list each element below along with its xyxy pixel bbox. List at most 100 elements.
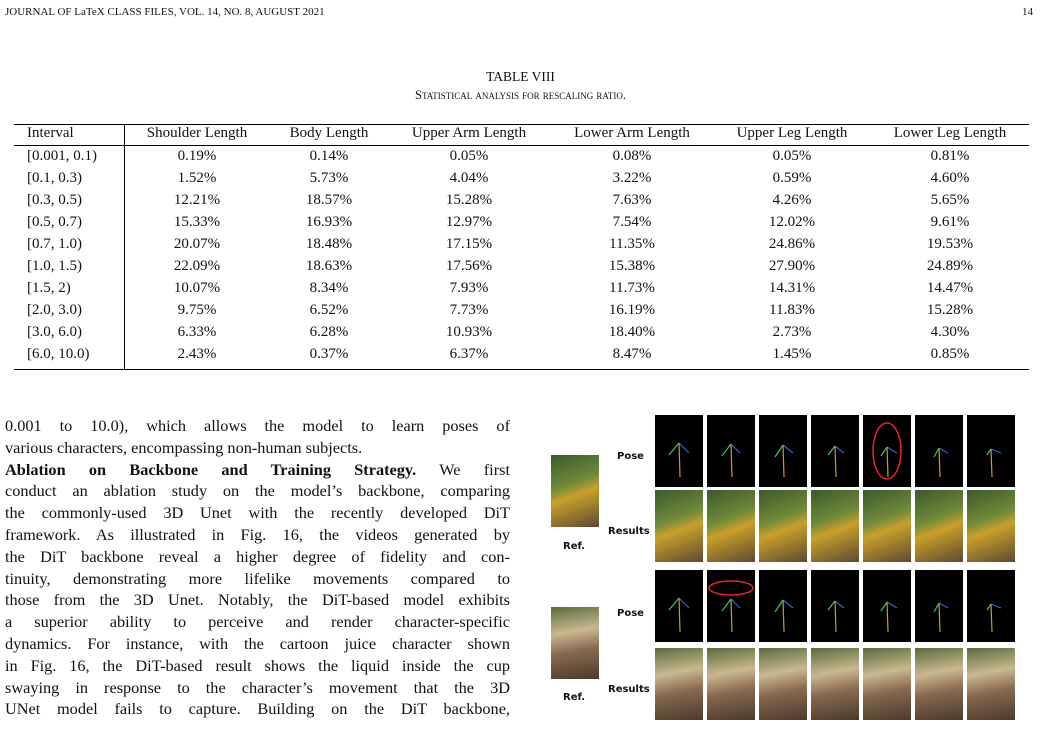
pose-image (863, 415, 911, 487)
running-header: JOURNAL OF LaTeX CLASS FILES, VOL. 14, N… (5, 6, 325, 18)
result-image (863, 490, 911, 562)
table-cell: 6.37% (449, 346, 489, 362)
table-cell: 1.45% (772, 346, 812, 362)
table-cell: 0.81% (930, 148, 970, 164)
skeleton (933, 447, 949, 478)
pose-image (811, 415, 859, 487)
figure-label: Ref. (563, 692, 586, 703)
bottom-rule (14, 369, 1029, 371)
pose-image (759, 415, 807, 487)
skeleton (774, 444, 794, 478)
column-header: Interval (27, 125, 74, 141)
table-cell: 11.35% (609, 236, 655, 252)
column-header: Shoulder Length (146, 125, 248, 141)
result-image (915, 648, 963, 720)
table-cell: [0.7, 1.0) (27, 236, 82, 252)
result-image (811, 648, 859, 720)
table-cell: 22.09% (173, 258, 221, 274)
table-cell: 7.54% (612, 214, 652, 230)
skeleton (933, 602, 949, 633)
column-header: Lower Arm Length (574, 125, 690, 141)
table-cell: 8.34% (309, 280, 349, 296)
table-cell: 15.28% (926, 302, 974, 318)
table-cell: 15.38% (608, 258, 656, 274)
table-cell: 15.33% (173, 214, 221, 230)
table-cell: 0.59% (772, 170, 812, 186)
table-cell: 2.73% (772, 324, 812, 340)
text-line: UNet model fails to capture. Building on… (5, 699, 510, 719)
table-cell: 24.86% (768, 236, 816, 252)
table-cell: 18.63% (305, 258, 353, 274)
table-cell: 4.26% (772, 192, 812, 208)
reference-image (551, 455, 599, 527)
table-cell: 3.22% (612, 170, 652, 186)
pose-image (811, 570, 859, 642)
table-cell: 20.07% (173, 236, 221, 252)
skeleton (668, 442, 690, 478)
result-image (863, 648, 911, 720)
text-line: framework. As illustrated in Fig. 16, th… (5, 525, 510, 544)
table-cell: 5.73% (309, 170, 349, 186)
table-cell: 19.53% (926, 236, 974, 252)
figure-label: Results (608, 526, 650, 537)
table-cell: [2.0, 3.0) (27, 302, 82, 318)
top-rule (14, 124, 1029, 126)
skeleton (986, 603, 1002, 633)
page-number: 14 (1022, 6, 1033, 18)
table-cell: 4.60% (930, 170, 970, 186)
table-cell: 0.37% (309, 346, 349, 362)
table-cell: 0.08% (612, 148, 652, 164)
table-cell: 1.52% (177, 170, 217, 186)
table-cell: 17.15% (445, 236, 493, 252)
text-line: conduct an ablation study on the model’s… (5, 481, 510, 501)
table-cell: [1.0, 1.5) (27, 258, 82, 274)
column-header: Lower Leg Length (893, 125, 1007, 141)
table-cell: 18.40% (608, 324, 656, 340)
text-line: a superior ability to perceive and rende… (5, 612, 510, 632)
skeleton (774, 599, 794, 633)
column-header: Upper Arm Length (411, 125, 527, 141)
table-cell: 15.28% (445, 192, 493, 208)
result-image (759, 648, 807, 720)
column-header: Body Length (289, 125, 369, 141)
pose-image (707, 570, 755, 642)
pose-image (967, 415, 1015, 487)
pose-image (967, 570, 1015, 642)
table-cell: 2.43% (177, 346, 217, 362)
table-cell: 6.33% (177, 324, 217, 340)
result-image (707, 490, 755, 562)
skeleton (827, 600, 845, 633)
table-cell: 16.93% (305, 214, 353, 230)
pose-image (759, 570, 807, 642)
table-cell: 18.48% (305, 236, 353, 252)
text-line: tinuity, demonstrating more lifelike mov… (5, 568, 510, 588)
reference-image (551, 607, 599, 679)
text-run: We first (416, 459, 510, 479)
figure-label: Ref. (563, 541, 586, 552)
table-cell: 12.97% (445, 214, 493, 230)
table-label: TABLE VIII (486, 69, 555, 84)
result-image (811, 490, 859, 562)
paragraph-heading: Ablation on Backbone and Training Strate… (5, 459, 417, 479)
table-cell: 18.57% (305, 192, 353, 208)
table-caption: Statistical analysis for rescaling ratio… (415, 88, 626, 102)
table-cell: [3.0, 6.0) (27, 324, 82, 340)
table-cell: [6.0, 10.0) (27, 346, 90, 362)
table-cell: 16.19% (608, 302, 656, 318)
skeleton (721, 598, 741, 633)
mid-rule (14, 145, 1029, 146)
table-cell: 27.90% (768, 258, 816, 274)
table-cell: 12.21% (173, 192, 221, 208)
pose-image (707, 415, 755, 487)
table-cell: 9.61% (930, 214, 970, 230)
table-cell: [0.3, 0.5) (27, 192, 82, 208)
table-cell: 14.47% (926, 280, 974, 296)
table-cell: 17.56% (445, 258, 493, 274)
table-cell: 4.04% (449, 170, 489, 186)
table-cell: 0.14% (309, 148, 349, 164)
pose-image (915, 415, 963, 487)
table-cell: 6.28% (309, 324, 349, 340)
table-cell: 10.93% (445, 324, 493, 340)
table-cell: 7.73% (449, 302, 489, 318)
table-cell: 12.02% (768, 214, 816, 230)
